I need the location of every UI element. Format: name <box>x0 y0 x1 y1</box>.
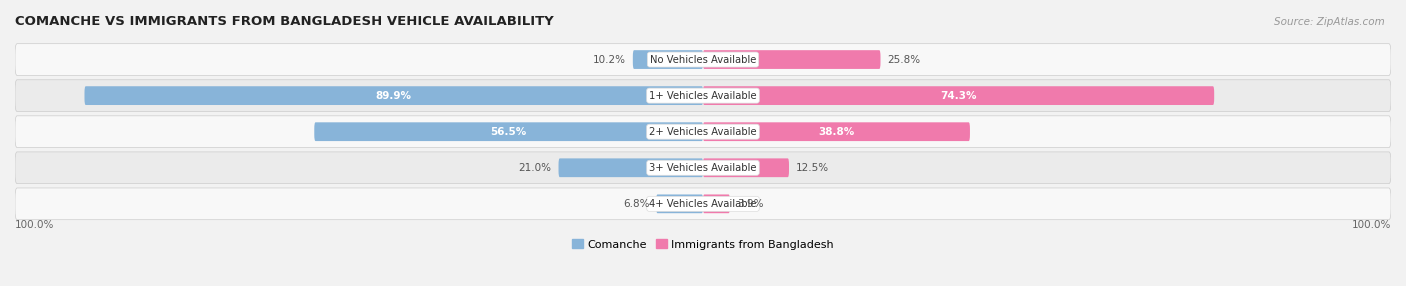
FancyBboxPatch shape <box>703 50 880 69</box>
Text: 12.5%: 12.5% <box>796 163 830 173</box>
FancyBboxPatch shape <box>315 122 703 141</box>
FancyBboxPatch shape <box>15 116 1391 148</box>
FancyBboxPatch shape <box>15 80 1391 112</box>
FancyBboxPatch shape <box>633 50 703 69</box>
FancyBboxPatch shape <box>15 188 1391 220</box>
FancyBboxPatch shape <box>15 44 1391 76</box>
Text: 74.3%: 74.3% <box>941 91 977 101</box>
Text: 56.5%: 56.5% <box>491 127 527 137</box>
Text: 1+ Vehicles Available: 1+ Vehicles Available <box>650 91 756 101</box>
FancyBboxPatch shape <box>657 194 703 213</box>
FancyBboxPatch shape <box>703 194 730 213</box>
FancyBboxPatch shape <box>703 86 1215 105</box>
FancyBboxPatch shape <box>703 122 970 141</box>
Text: 10.2%: 10.2% <box>593 55 626 65</box>
Text: 89.9%: 89.9% <box>375 91 412 101</box>
FancyBboxPatch shape <box>15 152 1391 184</box>
Text: 21.0%: 21.0% <box>519 163 551 173</box>
Text: 3.9%: 3.9% <box>737 199 763 209</box>
FancyBboxPatch shape <box>558 158 703 177</box>
Text: 100.0%: 100.0% <box>15 220 55 230</box>
Legend: Comanche, Immigrants from Bangladesh: Comanche, Immigrants from Bangladesh <box>568 235 838 254</box>
Text: 25.8%: 25.8% <box>887 55 921 65</box>
Text: 100.0%: 100.0% <box>1351 220 1391 230</box>
Text: COMANCHE VS IMMIGRANTS FROM BANGLADESH VEHICLE AVAILABILITY: COMANCHE VS IMMIGRANTS FROM BANGLADESH V… <box>15 15 554 28</box>
Text: Source: ZipAtlas.com: Source: ZipAtlas.com <box>1274 17 1385 27</box>
Text: 4+ Vehicles Available: 4+ Vehicles Available <box>650 199 756 209</box>
Text: 3+ Vehicles Available: 3+ Vehicles Available <box>650 163 756 173</box>
Text: 2+ Vehicles Available: 2+ Vehicles Available <box>650 127 756 137</box>
FancyBboxPatch shape <box>703 158 789 177</box>
Text: No Vehicles Available: No Vehicles Available <box>650 55 756 65</box>
Text: 38.8%: 38.8% <box>818 127 855 137</box>
Text: 6.8%: 6.8% <box>623 199 650 209</box>
FancyBboxPatch shape <box>84 86 703 105</box>
